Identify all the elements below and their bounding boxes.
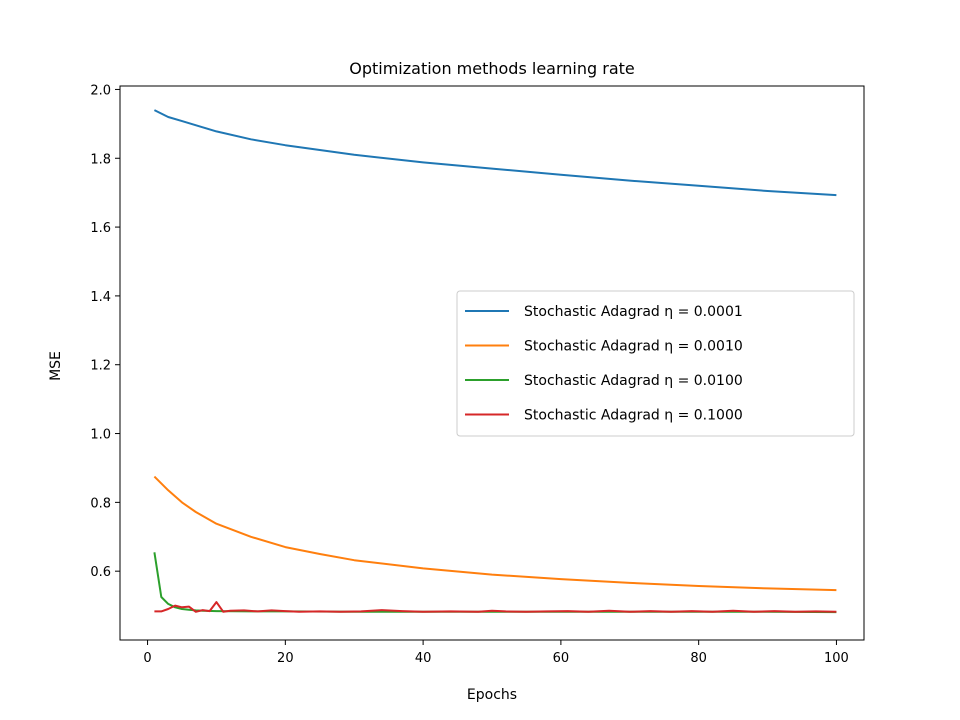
legend-box [456, 290, 855, 437]
x-axis-label: Epochs [467, 687, 517, 703]
series-line-0 [153, 109, 837, 197]
y-tick-label: 1.4 [90, 290, 111, 305]
x-tick-label: 0 [143, 651, 151, 666]
y-tick-label: 1.6 [90, 221, 111, 236]
series-line-3 [154, 601, 837, 613]
series-lines [153, 109, 837, 614]
legend: Stochastic Adagrad η = 0.0001 Stochastic … [456, 290, 855, 437]
y-tick-label: 1.2 [90, 359, 111, 374]
y-tick-label: 2.0 [90, 83, 111, 98]
legend-label-0: Stochastic Adagrad η = 0.0001 [524, 304, 743, 320]
legend-label-1: Stochastic Adagrad η = 0.0010 [524, 339, 743, 355]
x-tick-label: 60 [553, 651, 570, 666]
y-tick-label: 1.8 [90, 152, 111, 167]
y-tick-label: 0.6 [90, 565, 111, 580]
chart-title: Optimization methods learning rate [349, 59, 635, 78]
series-line-1 [153, 475, 837, 592]
legend-label-3: Stochastic Adagrad η = 0.1000 [524, 408, 743, 424]
legend-label-2: Stochastic Adagrad η = 0.0100 [524, 373, 743, 389]
axis-ticks: 0 20 40 60 80 100 0.6 0.8 1.0 1.2 1.4 1.6 1.8 2.0 [90, 83, 849, 666]
x-tick-label: 40 [415, 651, 432, 666]
y-axis-label: MSE [48, 351, 64, 381]
x-tick-label: 20 [277, 651, 294, 666]
series-line-2 [153, 552, 837, 614]
x-tick-label: 80 [690, 651, 707, 666]
plot-area-frame [119, 85, 865, 641]
y-tick-label: 1.0 [90, 428, 111, 443]
y-tick-label: 0.8 [90, 496, 111, 511]
x-tick-label: 100 [824, 651, 849, 666]
